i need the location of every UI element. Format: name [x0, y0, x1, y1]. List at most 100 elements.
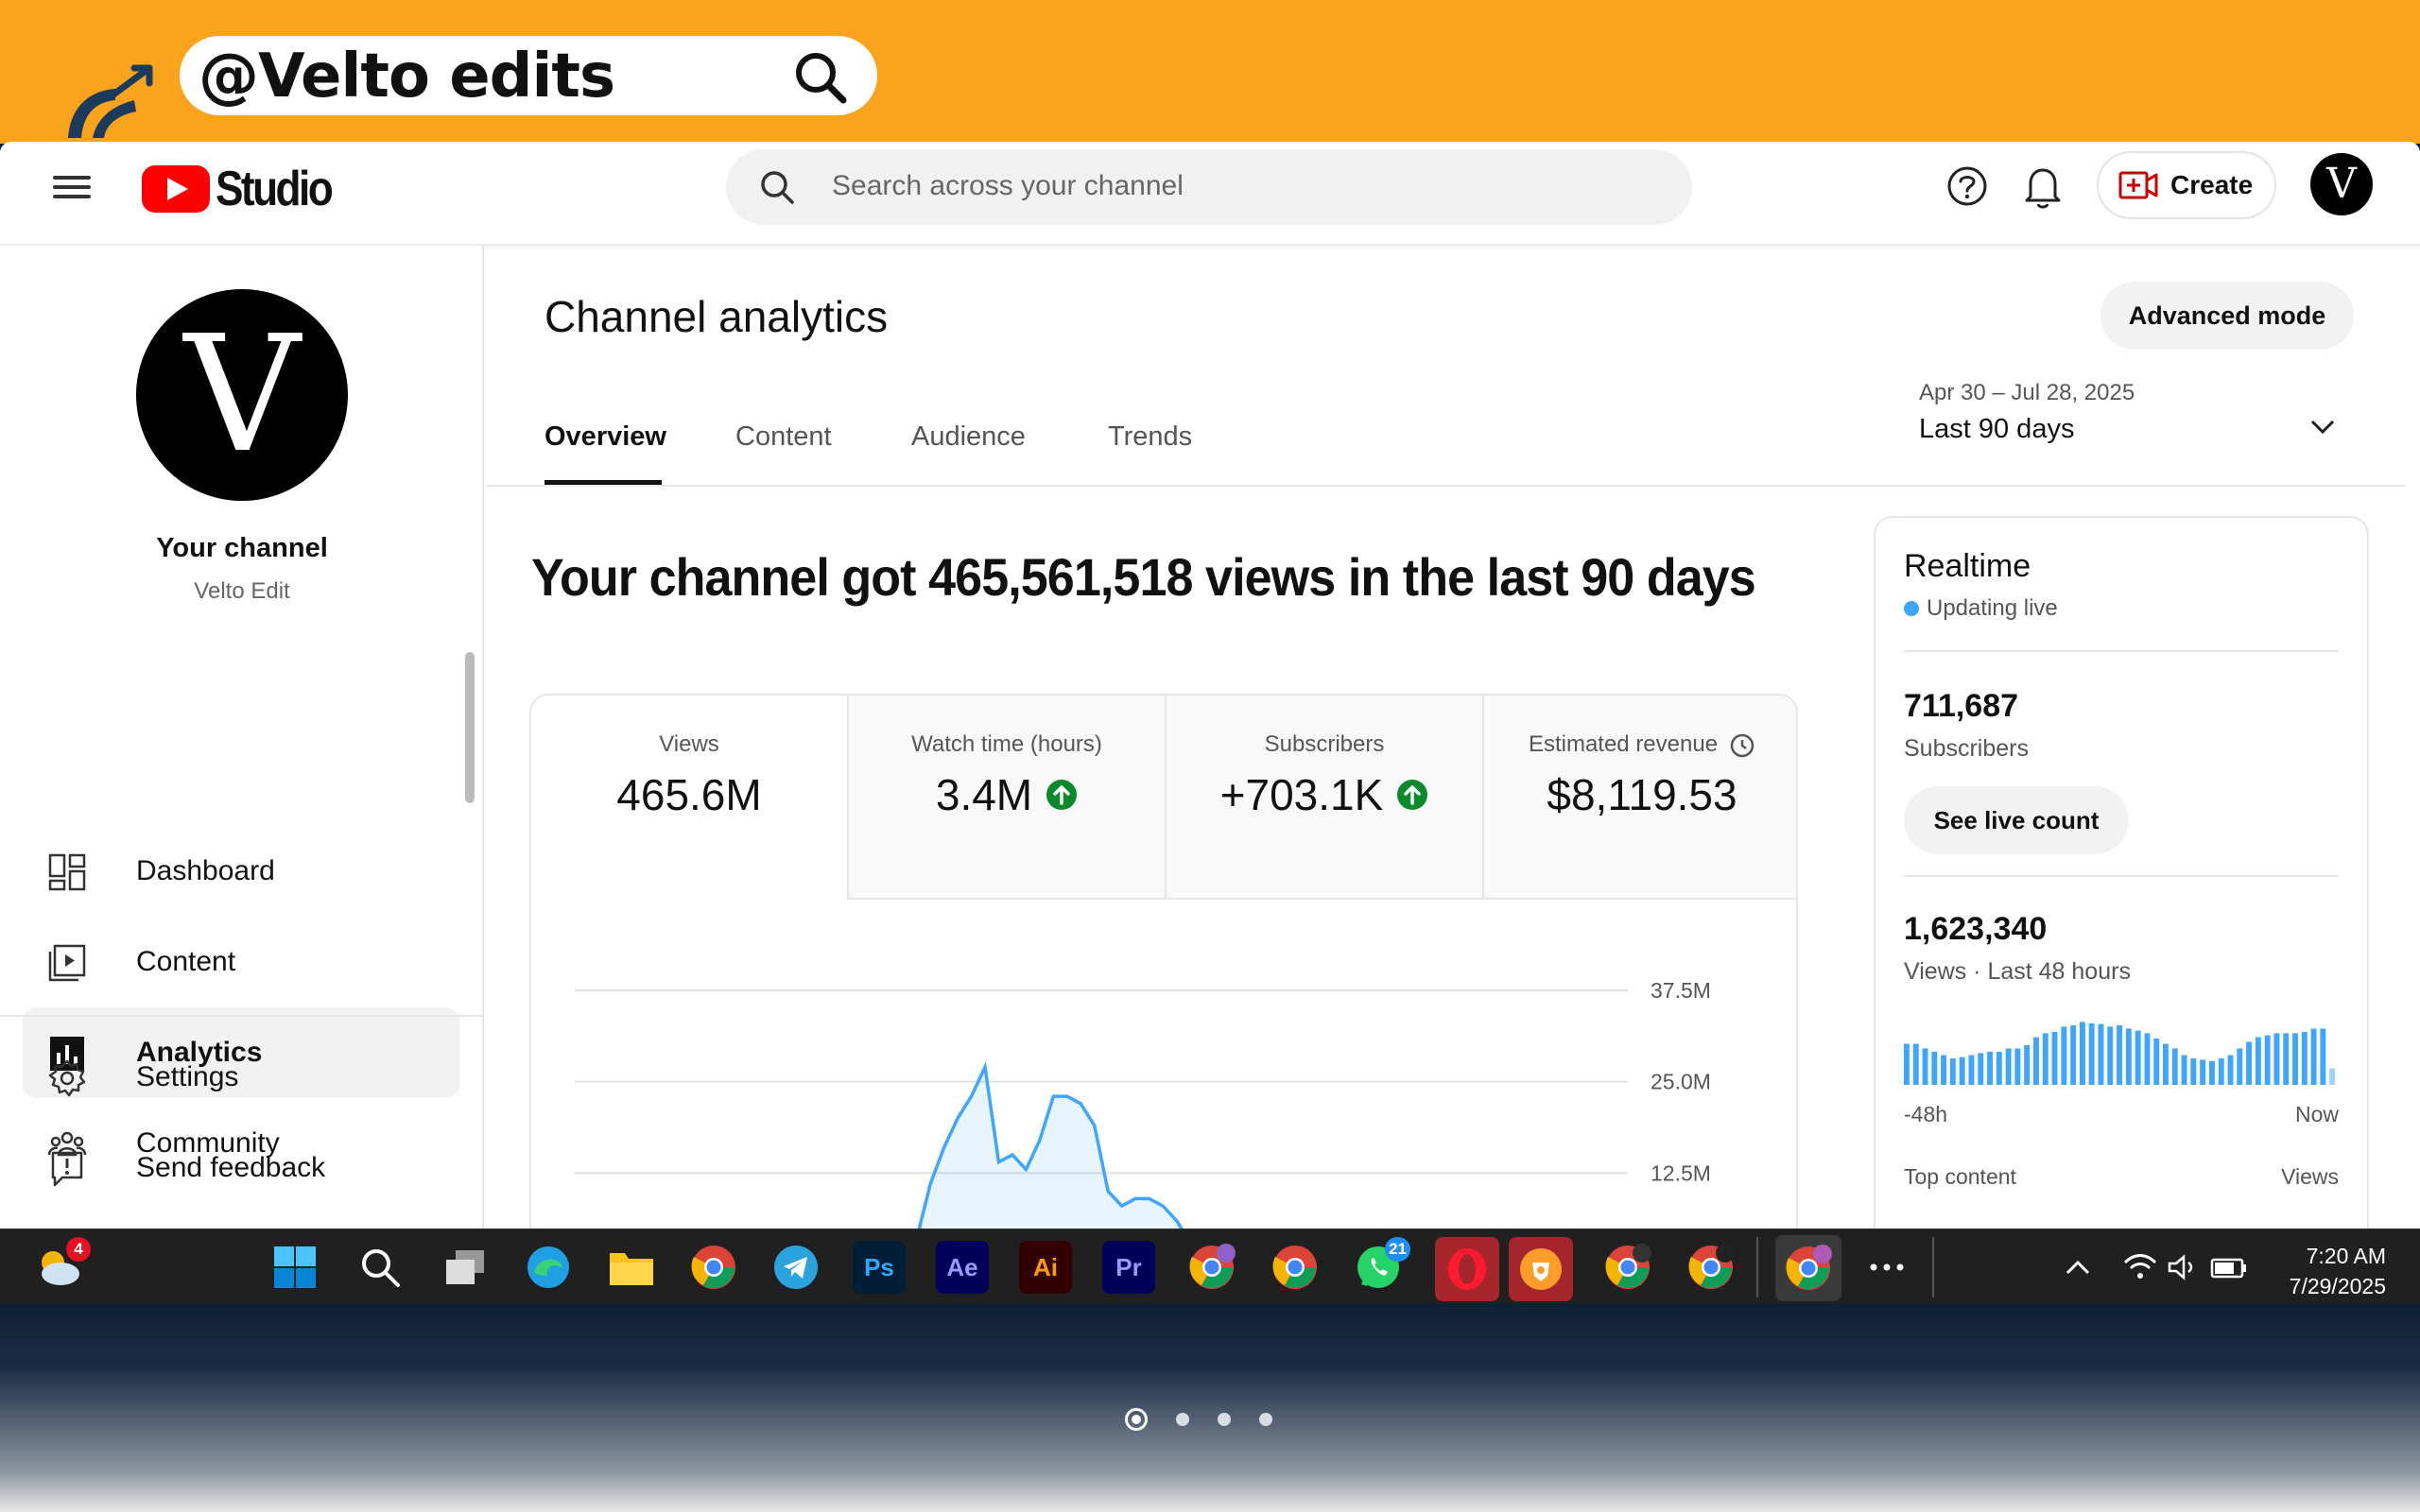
- realtime-bar[interactable]: [2209, 1060, 2215, 1085]
- realtime-bar[interactable]: [2070, 1025, 2077, 1085]
- realtime-bar[interactable]: [1987, 1052, 1993, 1085]
- volume-icon[interactable]: [2157, 1241, 2210, 1294]
- realtime-bar[interactable]: [1959, 1057, 1965, 1085]
- realtime-bar[interactable]: [2181, 1055, 2187, 1086]
- realtime-bar[interactable]: [2301, 1032, 2308, 1085]
- telegram-icon[interactable]: [769, 1241, 822, 1294]
- realtime-bar[interactable]: [2283, 1033, 2290, 1085]
- realtime-bar[interactable]: [2014, 1048, 2021, 1086]
- edge-browser-icon[interactable]: [522, 1241, 575, 1294]
- realtime-bar[interactable]: [2051, 1032, 2058, 1085]
- start-windows-icon[interactable]: [268, 1241, 321, 1294]
- tab-audience[interactable]: Audience: [911, 421, 1026, 452]
- realtime-bar[interactable]: [2144, 1033, 2151, 1085]
- realtime-bar[interactable]: [2218, 1058, 2224, 1085]
- realtime-bar[interactable]: [2292, 1033, 2298, 1085]
- metric-views[interactable]: Views 465.6M: [531, 696, 849, 900]
- sidebar-item-settings[interactable]: Settings: [23, 1032, 459, 1123]
- sidebar-item-content[interactable]: Content: [23, 917, 459, 1007]
- system-clock[interactable]: 7:20 AM 7/29/2025: [2290, 1241, 2386, 1301]
- realtime-bar[interactable]: [2255, 1037, 2261, 1085]
- page-dot[interactable]: [1218, 1413, 1231, 1426]
- realtime-bar[interactable]: [2088, 1022, 2095, 1085]
- realtime-bar[interactable]: [2310, 1028, 2317, 1086]
- realtime-bar[interactable]: [2042, 1033, 2048, 1085]
- account-avatar[interactable]: V: [2310, 153, 2373, 215]
- realtime-bar[interactable]: [2200, 1059, 2206, 1085]
- search-icon[interactable]: [354, 1241, 406, 1294]
- file-explorer-icon[interactable]: [605, 1241, 658, 1294]
- tab-overview[interactable]: Overview: [544, 421, 666, 452]
- realtime-bar[interactable]: [2098, 1023, 2104, 1085]
- illustrator-icon[interactable]: Ai: [1019, 1241, 1072, 1294]
- after-effects-icon[interactable]: Ae: [936, 1241, 989, 1294]
- task-view-icon[interactable]: [439, 1241, 492, 1294]
- brave-icon[interactable]: [1509, 1237, 1573, 1301]
- page-dot[interactable]: [1176, 1413, 1189, 1426]
- chrome-profile-k-icon[interactable]: [1185, 1241, 1238, 1294]
- realtime-bar[interactable]: [2273, 1033, 2280, 1085]
- photoshop-icon[interactable]: Ps: [853, 1241, 906, 1294]
- realtime-bar[interactable]: [2246, 1041, 2252, 1086]
- search-input[interactable]: Search across your channel: [726, 149, 1692, 225]
- metric-revenue[interactable]: Estimated revenue $8,119.53: [1484, 696, 1796, 900]
- realtime-bar[interactable]: [1931, 1052, 1938, 1085]
- weather-icon[interactable]: 4: [32, 1237, 91, 1294]
- tab-content[interactable]: Content: [735, 421, 832, 452]
- chrome-profile-3-icon[interactable]: [1685, 1241, 1737, 1294]
- realtime-bar[interactable]: [2153, 1039, 2160, 1085]
- realtime-bar[interactable]: [2237, 1048, 2243, 1086]
- chevron-up-icon[interactable]: [2051, 1241, 2104, 1294]
- chrome-active-icon[interactable]: [1775, 1235, 1841, 1301]
- realtime-bar[interactable]: [2033, 1037, 2039, 1085]
- tab-trends[interactable]: Trends: [1108, 421, 1193, 452]
- wifi-icon[interactable]: [2114, 1241, 2167, 1294]
- notifications-bell-icon[interactable]: [2021, 163, 2065, 210]
- realtime-bar[interactable]: [2080, 1022, 2085, 1086]
- realtime-bar[interactable]: [2024, 1045, 2031, 1085]
- youtube-studio-logo[interactable]: Studio: [142, 161, 352, 217]
- whatsapp-icon[interactable]: 21: [1352, 1237, 1410, 1294]
- create-button[interactable]: Create: [2097, 151, 2276, 219]
- realtime-bar[interactable]: [2171, 1048, 2178, 1086]
- realtime-bar[interactable]: [2320, 1028, 2326, 1086]
- realtime-bar[interactable]: [2005, 1048, 2012, 1086]
- page-dot[interactable]: [1259, 1413, 1272, 1426]
- realtime-bar[interactable]: [2163, 1043, 2169, 1085]
- see-live-count-button[interactable]: See live count: [1904, 786, 2129, 854]
- opera-icon[interactable]: [1435, 1237, 1499, 1301]
- menu-icon[interactable]: [53, 170, 91, 208]
- realtime-bar[interactable]: [1978, 1053, 1984, 1085]
- premiere-icon[interactable]: Pr: [1102, 1241, 1155, 1294]
- chrome-icon[interactable]: [687, 1241, 740, 1294]
- realtime-bar[interactable]: [2107, 1026, 2114, 1085]
- realtime-bar[interactable]: [2264, 1035, 2271, 1086]
- realtime-bar[interactable]: [1922, 1048, 1928, 1086]
- clock-icon[interactable]: [1729, 732, 1755, 759]
- channel-avatar[interactable]: V: [136, 289, 348, 501]
- realtime-bar[interactable]: [2190, 1058, 2197, 1085]
- sidebar-item-community[interactable]: Community: [23, 1098, 459, 1189]
- realtime-bar[interactable]: [2135, 1030, 2141, 1085]
- realtime-bar[interactable]: [1941, 1055, 1946, 1086]
- realtime-bar[interactable]: [1912, 1043, 1919, 1085]
- chrome-profile-2-icon[interactable]: [1601, 1241, 1654, 1294]
- chrome-profile-j-icon[interactable]: [1269, 1241, 1322, 1294]
- battery-icon[interactable]: [2203, 1241, 2256, 1294]
- sidebar-scrollbar[interactable]: [465, 652, 475, 803]
- more-apps-icon[interactable]: [1860, 1241, 1913, 1294]
- realtime-bar[interactable]: [2227, 1055, 2234, 1086]
- realtime-bar[interactable]: [2329, 1068, 2336, 1086]
- realtime-bar[interactable]: [1904, 1043, 1910, 1085]
- sidebar-item-dashboard[interactable]: Dashboard: [23, 826, 459, 917]
- metric-watch-time[interactable]: Watch time (hours) 3.4M: [849, 696, 1167, 900]
- sidebar-item-send-feedback[interactable]: Send feedback: [23, 1123, 459, 1213]
- views-series-line[interactable]: [575, 1061, 1628, 1228]
- realtime-bar[interactable]: [1949, 1058, 1956, 1085]
- realtime-bar[interactable]: [2125, 1028, 2132, 1086]
- metric-subscribers[interactable]: Subscribers +703.1K: [1167, 696, 1484, 900]
- page-dot-active[interactable]: [1125, 1408, 1148, 1431]
- realtime-bar[interactable]: [2117, 1025, 2122, 1085]
- help-icon[interactable]: [1945, 164, 1989, 208]
- realtime-bar[interactable]: [1996, 1052, 2002, 1085]
